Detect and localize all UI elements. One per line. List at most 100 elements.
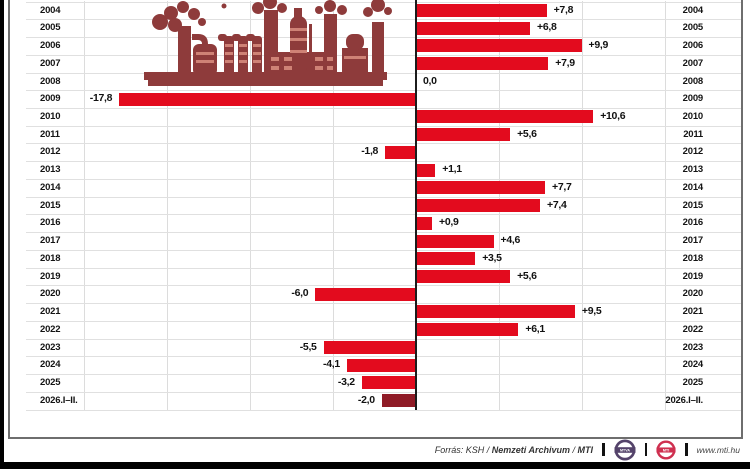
divider-bar — [685, 443, 688, 456]
bar-2004 — [417, 3, 547, 17]
bar-2014 — [417, 181, 545, 195]
value-label-2008: 0,0 — [423, 74, 437, 87]
bar-2013 — [417, 163, 436, 177]
source-label: Forrás: KSH / — [434, 444, 490, 455]
bar-2017 — [417, 234, 494, 248]
value-label-2015: +7,4 — [547, 198, 567, 211]
bar-2010 — [417, 110, 594, 124]
screenshot-left-edge — [0, 0, 4, 469]
year-label-right-2006: 2006 — [682, 40, 704, 51]
horizontal-gridline — [26, 374, 741, 375]
svg-text:MTI: MTI — [663, 448, 670, 452]
year-label-right-2024: 2024 — [682, 359, 704, 371]
year-label-right-2011: 2011 — [683, 128, 703, 140]
mtva-logo-icon: MTVA — [614, 439, 636, 460]
horizontal-gridline — [26, 178, 741, 180]
year-label-right-2026.I–II.: 2026.I–II. — [665, 394, 703, 406]
year-label-right-2004: 2004 — [682, 4, 704, 16]
value-label-2014: +7,7 — [552, 180, 572, 193]
horizontal-gridline — [26, 303, 741, 305]
year-label-right-2025: 2025 — [682, 377, 704, 388]
year-label-right-2015: 2015 — [682, 199, 704, 211]
source-agency: MTI — [577, 444, 594, 455]
horizontal-gridline — [26, 196, 741, 198]
year-label-left-2021: 2021 — [40, 306, 61, 318]
year-label-right-2005: 2005 — [682, 22, 704, 34]
screenshot-bottom-edge — [0, 462, 750, 469]
bar-2019 — [417, 270, 511, 283]
horizontal-gridline — [26, 161, 741, 163]
horizontal-gridline — [26, 391, 741, 393]
bar-2026.I–II. — [381, 394, 415, 408]
divider-bar — [644, 443, 648, 456]
value-label-2017: +4,6 — [500, 234, 521, 247]
frame-right-border — [741, 0, 743, 438]
year-label-left-2017: 2017 — [40, 235, 61, 247]
year-label-right-2023: 2023 — [682, 341, 704, 353]
year-label-left-2008: 2008 — [40, 75, 61, 87]
year-label-right-2022: 2022 — [682, 323, 704, 335]
value-label-2006: +9,9 — [588, 39, 609, 51]
footer-credit-bar: Forrás: KSH / Nemzeti Archivum / MTI MTV… — [10, 439, 740, 460]
year-label-right-2018: 2018 — [682, 252, 704, 264]
horizontal-gridline — [26, 267, 741, 269]
horizontal-gridline — [26, 409, 741, 411]
source-credit: Forrás: KSH / Nemzeti Archivum / MTI — [435, 445, 593, 455]
horizontal-gridline — [26, 249, 741, 251]
year-label-right-2019: 2019 — [682, 270, 704, 282]
value-label-2004: +7,8 — [553, 3, 574, 16]
year-label-left-2020: 2020 — [40, 288, 61, 300]
year-label-left-2015: 2015 — [40, 199, 61, 211]
year-label-left-2016: 2016 — [40, 217, 61, 229]
value-label-2018: +3,5 — [482, 251, 502, 264]
year-label-left-2014: 2014 — [40, 181, 61, 193]
horizontal-gridline — [26, 338, 741, 340]
value-label-2022: +6,1 — [525, 322, 545, 335]
horizontal-gridline — [26, 320, 741, 322]
bar-2012 — [385, 145, 415, 159]
value-label-2026.I–II.: -2,0 — [357, 393, 375, 406]
bar-2018 — [417, 252, 476, 266]
horizontal-gridline — [26, 107, 741, 109]
bar-2015 — [417, 199, 540, 212]
frame-left-border — [8, 0, 10, 438]
vertical-gridline — [665, 1, 667, 411]
horizontal-gridline — [26, 232, 741, 234]
year-label-left-2025: 2025 — [40, 377, 61, 388]
year-label-left-2012: 2012 — [40, 146, 61, 158]
year-label-left-2026.I–II.: 2026.I–II. — [40, 394, 78, 406]
year-label-right-2012: 2012 — [682, 146, 704, 158]
value-label-2021: +9,5 — [581, 305, 602, 318]
vertical-gridline — [166, 1, 168, 411]
bar-2024 — [346, 358, 415, 372]
value-label-2011: +5,6 — [517, 127, 537, 140]
year-label-right-2007: 2007 — [682, 57, 704, 69]
bar-2007 — [417, 57, 549, 71]
value-label-2012: -1,8 — [361, 145, 379, 158]
year-label-left-2024: 2024 — [40, 359, 61, 371]
value-label-2025: -3,2 — [337, 376, 355, 388]
bar-2022 — [417, 323, 519, 337]
bar-2025 — [361, 376, 415, 390]
bar-2005 — [417, 21, 530, 35]
factory-illustration-icon — [144, 0, 392, 86]
value-label-2020: -6,0 — [291, 287, 309, 300]
horizontal-gridline — [26, 214, 741, 216]
source-archive: Nemzeti Archivum — [491, 444, 570, 455]
year-label-left-2013: 2013 — [40, 164, 61, 176]
vertical-gridline — [83, 1, 85, 411]
year-label-left-2010: 2010 — [40, 110, 61, 122]
year-label-right-2021: 2021 — [682, 306, 704, 318]
value-label-2024: -4,1 — [323, 358, 340, 371]
year-label-right-2013: 2013 — [682, 164, 704, 176]
year-label-right-2009: 2009 — [682, 93, 704, 105]
year-label-left-2006: 2006 — [40, 40, 61, 51]
value-label-2016: +0,9 — [439, 216, 459, 229]
vertical-gridline — [332, 1, 334, 411]
bar-2016 — [417, 216, 432, 230]
year-label-left-2007: 2007 — [40, 57, 61, 69]
year-label-left-2023: 2023 — [40, 341, 61, 353]
value-label-2005: +6,8 — [537, 21, 557, 34]
horizontal-gridline — [26, 143, 741, 145]
